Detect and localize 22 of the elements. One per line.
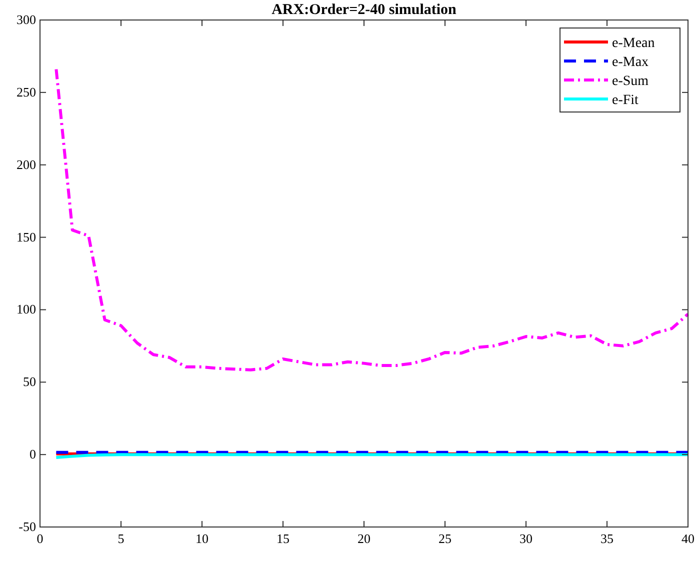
y-tick-label: 50 (23, 374, 36, 390)
chart-title: ARX:Order=2-40 simulation (272, 2, 458, 18)
legend-label: e-Sum (612, 74, 649, 89)
x-tick-label: 35 (600, 531, 614, 546)
y-tick-label: 150 (16, 229, 36, 244)
y-tick-label: 300 (16, 12, 36, 27)
legend-label: e-Fit (612, 93, 639, 108)
line-series (54, 68, 690, 372)
x-tick-label: 25 (438, 531, 452, 546)
x-tick-label: 10 (196, 531, 208, 546)
x-tick-label: 40 (682, 531, 694, 546)
y-tick-label: 200 (16, 156, 36, 172)
legend-label: e-Mean (612, 36, 655, 51)
y-tick-label: 100 (16, 302, 36, 317)
y-tick-label: 250 (16, 84, 36, 100)
x-tick-label: 30 (520, 531, 532, 546)
y-tick-label: -50 (18, 519, 36, 534)
x-tick-label: 5 (118, 531, 124, 546)
y-tick-label: 0 (30, 446, 36, 462)
x-tick-label: 15 (276, 531, 290, 546)
x-tick-label: 20 (358, 531, 370, 546)
legend-label: e-Max (612, 55, 649, 70)
